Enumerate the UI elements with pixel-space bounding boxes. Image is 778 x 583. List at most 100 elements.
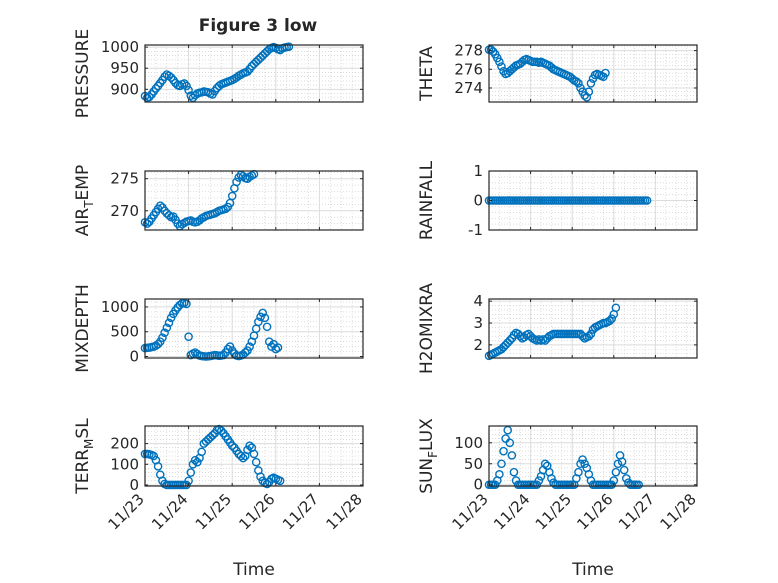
y-tick-label: 0 <box>473 476 483 494</box>
data-point <box>578 455 587 464</box>
data-point <box>240 348 250 357</box>
data-point <box>208 431 217 440</box>
data-point <box>601 68 610 78</box>
y-axis-label-main: THETA <box>417 46 437 102</box>
data-point <box>142 219 152 228</box>
data-point <box>576 459 585 469</box>
y-axis-label-main: RAINFALL <box>417 160 437 240</box>
tick-marks <box>144 45 364 102</box>
data-point <box>515 331 525 341</box>
x-tick-label: 11/28 <box>323 490 366 533</box>
data-point <box>499 446 508 456</box>
x-tick-label: 11/26 <box>235 490 278 533</box>
data-point <box>184 332 193 341</box>
data-point <box>497 459 506 469</box>
data-point <box>505 336 515 345</box>
axes-box <box>488 298 698 359</box>
data-point <box>586 329 596 339</box>
data-point <box>584 87 594 97</box>
x-axis-label: Time <box>571 560 614 580</box>
data-point <box>164 318 174 328</box>
y-axis-label: TERRMSL <box>73 418 96 495</box>
y-tick-label: 900 <box>110 80 139 98</box>
data-point <box>642 196 652 205</box>
data-point <box>574 467 583 477</box>
y-tick-label: 200 <box>110 435 139 453</box>
data-point <box>238 453 248 463</box>
y-tick-label: 100 <box>110 455 139 473</box>
y-axis-label: SUNFLUX <box>417 418 440 494</box>
data-point <box>162 323 172 333</box>
y-axis-label-tail: LUX <box>417 418 437 451</box>
data-point <box>193 457 202 467</box>
data-point <box>509 467 519 477</box>
data-point <box>275 476 285 486</box>
data-point <box>164 210 174 220</box>
y-axis-label-tail: EMP <box>73 165 93 201</box>
data-point <box>532 480 542 490</box>
data-point <box>155 201 165 210</box>
subplot-top-left: 900 950 1000 PRESSURE <box>73 29 364 118</box>
data-point <box>153 462 163 471</box>
data-point <box>153 339 163 349</box>
data-point <box>634 480 644 490</box>
data-point <box>251 457 261 467</box>
y-tick-label: 2 <box>473 336 483 354</box>
data-point <box>216 426 226 436</box>
x-tick-label: 11/25 <box>192 490 235 533</box>
data-series <box>140 298 283 361</box>
y-tick-label: 278 <box>454 42 483 60</box>
data-point <box>254 317 263 327</box>
data-point <box>547 474 556 483</box>
data-series <box>484 196 652 205</box>
data-point <box>578 331 587 341</box>
y-axis-label: PRESSURE <box>73 29 93 118</box>
y-tick-label: 0 <box>129 476 139 494</box>
axes-box <box>144 170 364 231</box>
data-point <box>182 299 191 309</box>
data-point <box>613 459 623 469</box>
axes-box <box>144 298 364 359</box>
y-tick-label: 270 <box>110 202 139 220</box>
y-tick-label: 100 <box>454 434 483 452</box>
data-point <box>607 480 617 490</box>
data-point <box>505 438 515 448</box>
data-point <box>249 449 259 459</box>
data-point <box>151 84 161 93</box>
data-series <box>484 45 610 102</box>
x-tick-label: 11/23 <box>449 490 492 533</box>
data-point <box>245 441 254 450</box>
y-tick-label: 1000 <box>101 38 139 56</box>
y-axis-label: MIXDEPTH <box>73 284 93 373</box>
data-point <box>245 342 254 351</box>
data-point <box>260 313 270 323</box>
data-point <box>223 344 233 354</box>
data-point <box>184 85 193 95</box>
data-point <box>158 333 167 342</box>
data-point <box>605 316 614 326</box>
data-point <box>273 343 283 352</box>
data-point <box>572 77 581 86</box>
data-point <box>182 81 191 91</box>
y-tick-label: -1 <box>468 221 483 239</box>
data-point <box>284 42 294 51</box>
data-series <box>140 424 285 490</box>
data-point <box>495 469 504 479</box>
plot-area <box>489 299 697 358</box>
data-point <box>243 67 252 76</box>
data-point <box>256 472 265 481</box>
data-point <box>507 451 517 460</box>
x-tick-label: 11/25 <box>532 490 575 533</box>
data-point <box>149 451 159 461</box>
x-axis-label: Time <box>232 560 275 580</box>
x-tick-label: 11/24 <box>148 490 191 533</box>
data-point <box>227 441 237 450</box>
x-tick-label: 11/24 <box>490 490 533 533</box>
y-axis-label-main: MIXDEPTH <box>73 284 93 373</box>
y-tick-label: 500 <box>110 323 139 341</box>
y-axis-label-main: TERR <box>73 449 93 495</box>
data-point <box>271 344 281 354</box>
y-tick-label: 276 <box>454 60 483 78</box>
